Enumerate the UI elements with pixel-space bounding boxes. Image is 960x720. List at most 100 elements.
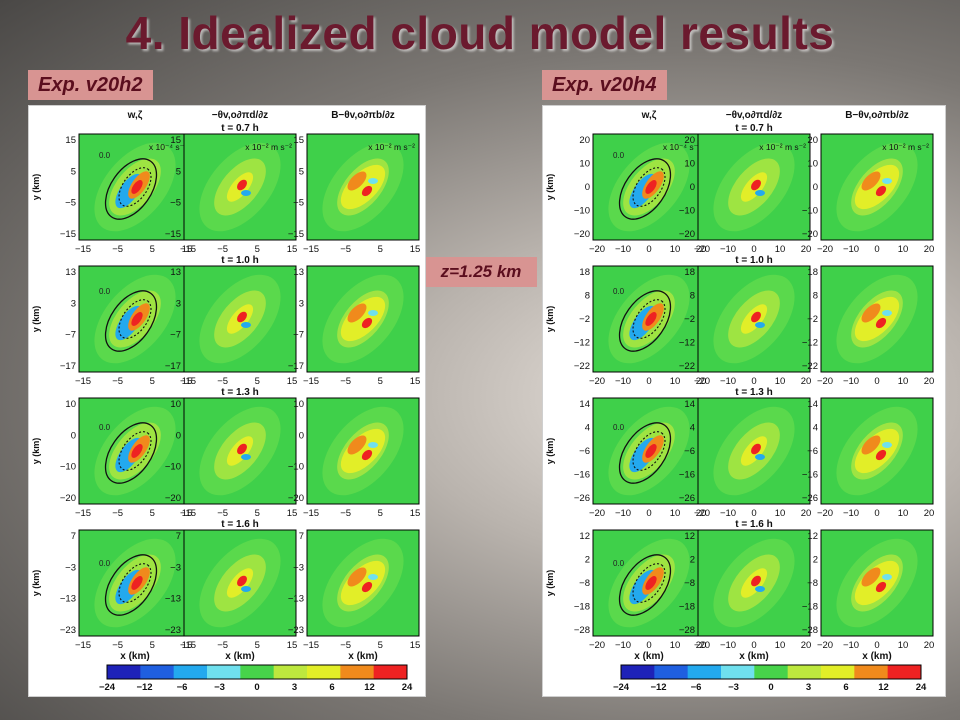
x-tick-label: 15 <box>287 640 298 651</box>
colorbar-swatch <box>754 665 789 679</box>
y-tick-label: −26 <box>679 493 695 504</box>
contour-label: 0.0 <box>613 423 625 432</box>
field-blob <box>875 581 887 593</box>
x-tick-label: −10 <box>843 376 859 387</box>
y-tick-label: −20 <box>802 229 818 240</box>
colorbar-swatch <box>854 665 889 679</box>
x-tick-label: 15 <box>182 640 193 651</box>
field-panel: 0.0 <box>593 398 705 504</box>
y-tick-label: −10 <box>679 206 695 217</box>
x-tick-label: −15 <box>180 244 196 255</box>
y-tick-label: 2 <box>585 555 590 566</box>
time-label: t = 0.7 h <box>735 123 773 134</box>
x-tick-label: 20 <box>924 244 935 255</box>
figure-panel-v20h2: w,ζ −θv,o∂πd/∂z B−θv,o∂πb/∂z t = 0.7 h y (km… <box>28 105 426 697</box>
y-tick-label: −16 <box>679 470 695 481</box>
y-tick-label: 10 <box>293 399 304 410</box>
y-axis-label: y (km) <box>545 306 555 333</box>
x-tick-label: 10 <box>775 508 786 519</box>
x-tick-label: 10 <box>775 244 786 255</box>
x-tick-label: −20 <box>694 640 710 651</box>
y-tick-label: −22 <box>679 361 695 372</box>
colorbar-swatch <box>373 665 408 679</box>
colorbar-tick-label: −12 <box>136 682 152 693</box>
y-tick-label: 8 <box>690 291 695 302</box>
y-tick-label: −7 <box>293 330 304 341</box>
x-tick-label: 10 <box>898 244 909 255</box>
y-tick-label: 7 <box>71 531 76 542</box>
y-tick-label: −16 <box>802 470 818 481</box>
x-tick-label: −15 <box>303 376 319 387</box>
field-blob <box>861 171 881 191</box>
y-tick-label: 0 <box>813 182 818 193</box>
y-tick-label: −20 <box>679 229 695 240</box>
y-tick-label: 10 <box>807 159 818 170</box>
colorbar-swatch <box>307 665 341 679</box>
field-blob <box>368 178 378 184</box>
y-tick-label: 5 <box>176 166 181 177</box>
x-tick-label: −5 <box>340 640 351 651</box>
y-tick-label: 18 <box>807 267 818 278</box>
colorbar-tick-label: 12 <box>364 682 375 693</box>
y-tick-label: 7 <box>299 531 304 542</box>
y-tick-label: −8 <box>684 578 695 589</box>
y-tick-label: −6 <box>684 446 695 457</box>
x-tick-label: 0 <box>646 244 651 255</box>
field-blob <box>755 322 765 328</box>
x-tick-label: −10 <box>843 244 859 255</box>
y-tick-label: −15 <box>288 229 304 240</box>
y-tick-label: −17 <box>165 361 181 372</box>
y-tick-label: 15 <box>293 135 304 146</box>
x-tick-label: 5 <box>150 640 155 651</box>
contour-line <box>632 299 666 339</box>
field-panel <box>184 266 296 372</box>
y-tick-label: 2 <box>690 555 695 566</box>
time-label: t = 1.3 h <box>735 387 773 398</box>
x-tick-label: 10 <box>670 508 681 519</box>
field-blob <box>755 586 765 592</box>
field-blob <box>751 311 761 323</box>
y-tick-label: 4 <box>813 423 818 434</box>
y-tick-label: 14 <box>807 399 818 410</box>
x-tick-label: −5 <box>217 376 228 387</box>
field-blob <box>237 443 247 455</box>
y-tick-label: −10 <box>288 462 304 473</box>
colorbar-tick-label: −6 <box>691 682 702 693</box>
contour-line <box>618 422 672 484</box>
x-tick-label: 15 <box>410 244 421 255</box>
x-tick-label: −15 <box>75 640 91 651</box>
y-tick-label: −5 <box>293 198 304 209</box>
y-tick-label: 10 <box>170 399 181 410</box>
field-blob <box>340 560 386 606</box>
y-tick-label: −12 <box>679 338 695 349</box>
y-tick-label: −17 <box>288 361 304 372</box>
x-tick-label: −10 <box>720 244 736 255</box>
x-tick-label: −15 <box>180 376 196 387</box>
x-tick-label: −15 <box>75 376 91 387</box>
field-panel <box>184 398 296 504</box>
column-title: −θv,o∂πd/∂z <box>212 110 268 121</box>
colorbar-frame <box>620 664 922 680</box>
y-tick-label: −6 <box>579 446 590 457</box>
colorbar-tick-label: −3 <box>728 682 739 693</box>
field-blob <box>882 442 892 448</box>
x-tick-label: −10 <box>615 508 631 519</box>
y-tick-label: −10 <box>60 462 76 473</box>
x-tick-label: 20 <box>801 640 812 651</box>
y-tick-label: 10 <box>684 159 695 170</box>
y-axis-label: y (km) <box>31 570 41 597</box>
x-tick-label: 15 <box>287 508 298 519</box>
colorbar-swatch <box>621 665 655 679</box>
y-tick-label: 13 <box>65 267 76 278</box>
y-tick-label: 7 <box>176 531 181 542</box>
x-tick-label: 10 <box>898 376 909 387</box>
field-blob <box>861 435 881 455</box>
x-tick-label: 0 <box>646 640 651 651</box>
x-tick-label: −10 <box>615 244 631 255</box>
colorbar-tick-label: 3 <box>806 682 811 693</box>
field-panel <box>698 530 810 636</box>
y-tick-label: −26 <box>574 493 590 504</box>
y-tick-label: 8 <box>813 291 818 302</box>
y-tick-label: 3 <box>176 298 181 309</box>
field-panel <box>821 398 933 504</box>
